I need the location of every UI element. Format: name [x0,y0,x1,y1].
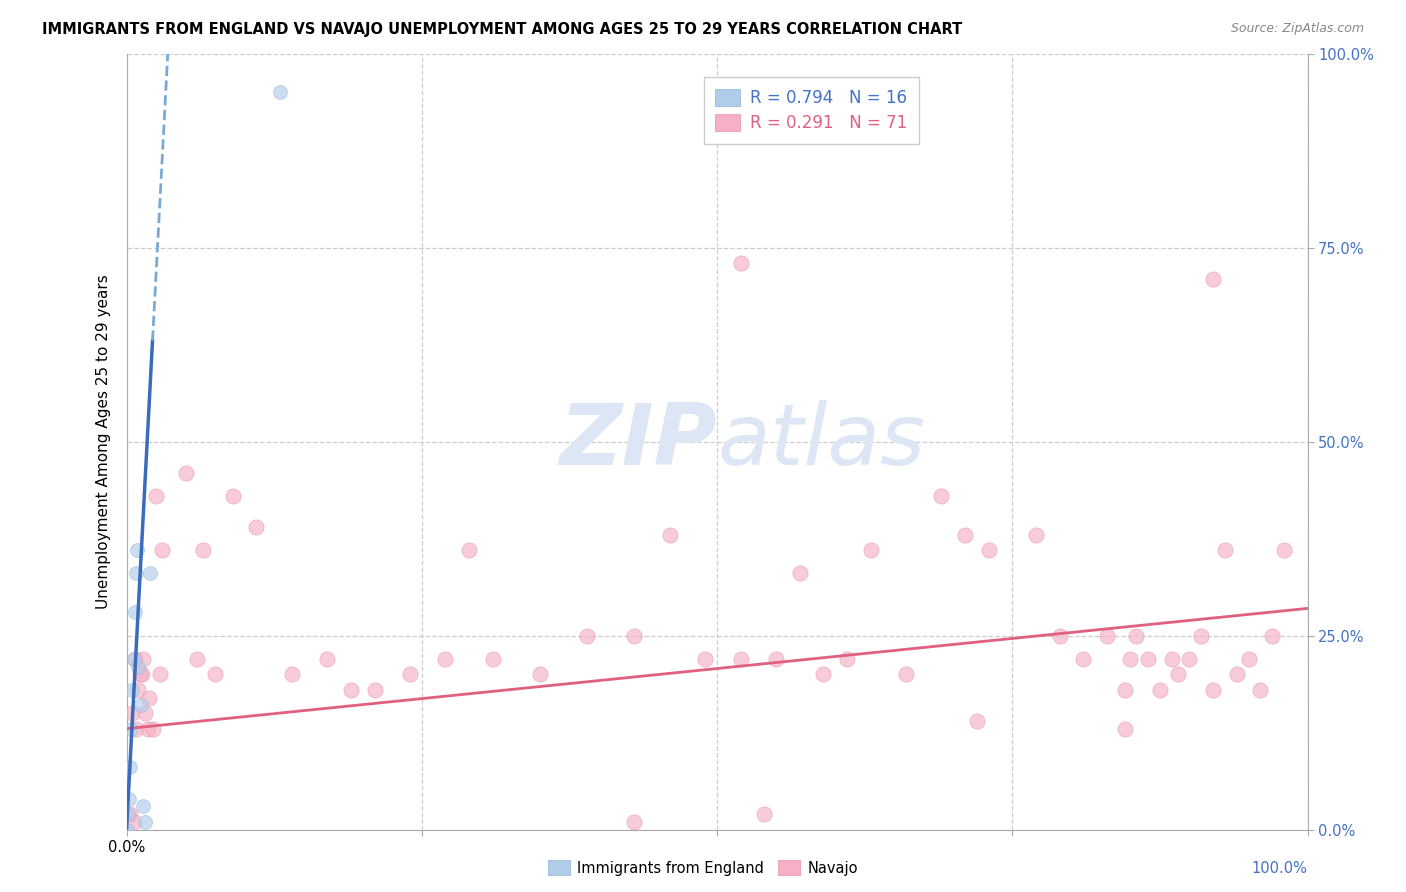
Y-axis label: Unemployment Among Ages 25 to 29 years: Unemployment Among Ages 25 to 29 years [96,274,111,609]
Point [149,667,172,681]
Point [174,466,197,480]
Point [222,489,245,503]
Point [204,667,226,681]
Point [931,489,953,503]
Point [1049,628,1071,642]
Point [138,690,160,705]
Point [623,814,645,829]
Point [1189,628,1212,642]
Point [1025,527,1047,541]
Point [1178,652,1201,666]
Point [125,566,148,581]
Point [124,652,146,666]
Point [1202,271,1225,285]
Point [150,543,173,558]
Point [434,652,457,666]
Point [1261,628,1284,642]
Point [269,86,291,100]
Point [127,659,149,673]
Point [120,760,142,774]
Text: ZIP: ZIP [560,400,717,483]
Point [1160,652,1182,666]
Point [134,814,156,829]
Point [859,543,882,558]
Point [1125,628,1147,642]
Point [966,714,988,728]
Point [193,543,215,558]
Point [1114,722,1136,736]
Point [835,652,858,666]
Point [1095,628,1118,642]
Point [281,667,304,681]
Point [121,706,143,721]
Point [120,807,142,822]
Text: Source: ZipAtlas.com: Source: ZipAtlas.com [1230,22,1364,36]
Point [1071,652,1094,666]
Point [127,543,149,558]
Point [789,566,811,581]
Point [141,722,163,736]
Point [730,256,752,270]
Point [125,722,148,736]
Point [134,706,156,721]
Point [529,667,551,681]
Point [894,667,917,681]
Point [117,807,139,822]
Point [129,698,152,713]
Point [316,652,339,666]
Point [765,652,787,666]
Point [186,652,208,666]
Point [136,722,159,736]
Point [1119,652,1142,666]
Point [399,667,422,681]
Text: IMMIGRANTS FROM ENGLAND VS NAVAJO UNEMPLOYMENT AMONG AGES 25 TO 29 YEARS CORRELA: IMMIGRANTS FROM ENGLAND VS NAVAJO UNEMPL… [42,22,963,37]
Point [1226,667,1249,681]
Point [127,682,149,697]
Point [481,652,503,666]
Point [132,799,155,814]
Point [340,682,363,697]
Legend: Immigrants from England, Navajo: Immigrants from England, Navajo [548,861,858,876]
Text: 100.0%: 100.0% [1251,861,1308,876]
Point [458,543,481,558]
Point [118,791,141,805]
Point [813,667,835,681]
Point [363,682,385,697]
Point [623,628,645,642]
Point [1272,543,1295,558]
Point [576,628,599,642]
Point [115,822,138,837]
Point [1237,652,1260,666]
Point [121,682,143,697]
Point [1167,667,1189,681]
Point [131,667,153,681]
Point [658,527,681,541]
Point [695,652,717,666]
Point [145,489,167,503]
Point [1137,652,1160,666]
Text: atlas: atlas [717,400,925,483]
Point [1249,682,1271,697]
Point [245,520,267,534]
Legend: R = 0.794   N = 16, R = 0.291   N = 71: R = 0.794 N = 16, R = 0.291 N = 71 [704,78,920,144]
Point [754,807,776,822]
Point [122,814,145,829]
Point [124,605,146,619]
Point [122,652,145,666]
Point [139,566,162,581]
Point [1202,682,1225,697]
Point [1213,543,1236,558]
Point [1114,682,1136,697]
Point [953,527,976,541]
Point [730,652,752,666]
Point [128,667,150,681]
Point [120,722,142,736]
Point [1149,682,1171,697]
Point [132,652,155,666]
Point [977,543,1000,558]
